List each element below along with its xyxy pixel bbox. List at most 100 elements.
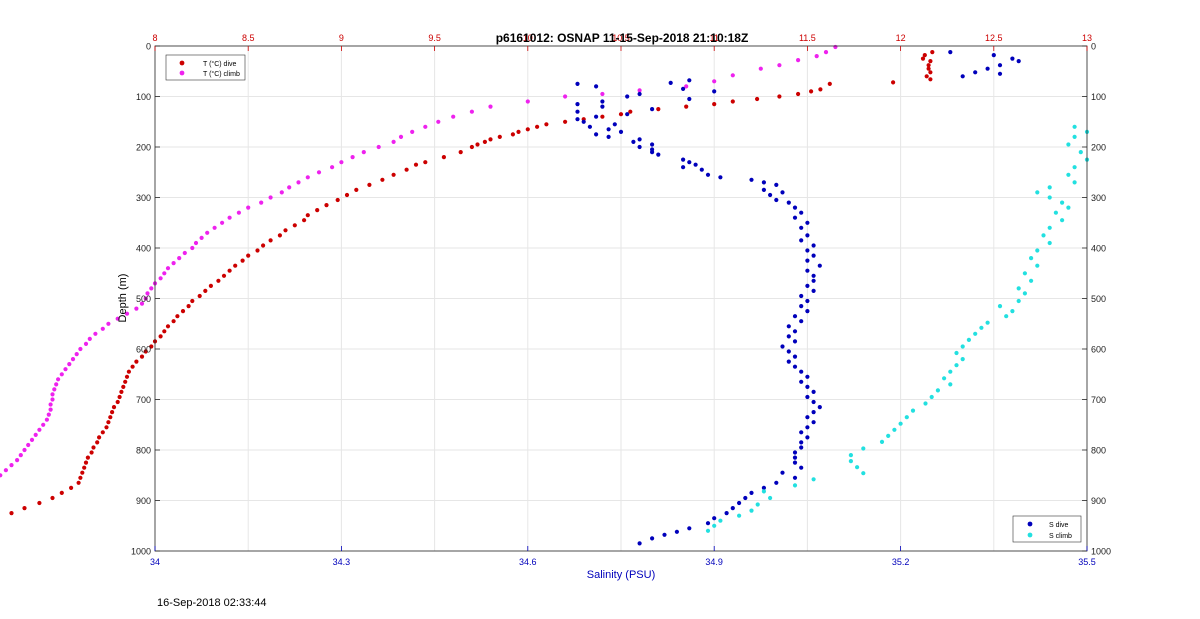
- y-tick-label-left-7: 700: [136, 395, 151, 405]
- point-0-70: [165, 324, 171, 329]
- point-2-88: [805, 374, 810, 379]
- point-0-0: [930, 50, 935, 55]
- point-0-21: [618, 112, 624, 117]
- series-t-c-climb: [0, 44, 838, 478]
- point-3-8: [1072, 180, 1077, 185]
- point-2-72: [799, 293, 804, 299]
- point-2-38: [650, 150, 655, 155]
- point-0-67: [180, 309, 186, 314]
- point-2-26: [581, 119, 586, 124]
- point-1-47: [158, 276, 163, 281]
- point-2-83: [786, 349, 791, 354]
- point-1-2: [814, 54, 819, 59]
- point-0-18: [684, 104, 689, 109]
- point-1-35: [227, 215, 232, 220]
- point-1-50: [145, 291, 150, 296]
- point-1-76: [41, 422, 46, 427]
- point-0-3: [928, 59, 933, 64]
- point-1-15: [451, 114, 456, 119]
- point-3-19: [1035, 248, 1040, 253]
- point-1-72: [48, 402, 53, 407]
- point-1-73: [48, 407, 53, 412]
- point-2-77: [799, 319, 804, 324]
- point-2-4: [997, 63, 1003, 68]
- point-3-58: [768, 495, 773, 501]
- point-2-68: [811, 273, 816, 278]
- point-1-43: [177, 256, 182, 261]
- point-3-60: [749, 508, 754, 513]
- point-2-93: [811, 399, 816, 405]
- point-2-61: [799, 238, 804, 243]
- point-1-75: [44, 417, 50, 422]
- point-0-62: [208, 283, 213, 288]
- point-0-74: [149, 344, 154, 349]
- point-3-28: [1010, 309, 1015, 314]
- point-2-12: [594, 84, 599, 89]
- point-0-1: [922, 53, 927, 58]
- point-1-11: [563, 94, 568, 99]
- point-0-99: [80, 470, 85, 475]
- point-0-72: [158, 334, 163, 339]
- point-1-28: [296, 180, 301, 185]
- point-2-29: [606, 127, 611, 132]
- point-0-93: [95, 440, 100, 445]
- footer-timestamp: 16-Sep-2018 02:33:44: [157, 597, 267, 609]
- legend-salinity-box: [1012, 515, 1082, 543]
- legend-t-climb-marker: [179, 70, 185, 76]
- grid-lines: [154, 45, 1088, 552]
- point-3-4: [1078, 150, 1083, 155]
- point-0-88: [108, 415, 113, 420]
- point-0-19: [656, 107, 661, 112]
- point-3-61: [737, 513, 742, 518]
- point-3-22: [1022, 271, 1027, 276]
- point-2-86: [792, 364, 798, 369]
- point-2-44: [699, 167, 704, 172]
- point-1-70: [50, 392, 55, 397]
- point-0-69: [171, 319, 176, 324]
- point-2-57: [792, 215, 798, 220]
- point-0-44: [344, 192, 350, 198]
- point-2-99: [799, 430, 804, 435]
- point-2-65: [805, 258, 810, 263]
- point-0-6: [928, 70, 933, 75]
- point-0-36: [441, 155, 446, 160]
- point-1-80: [26, 442, 31, 448]
- point-1-29: [287, 185, 292, 190]
- point-1-67: [56, 377, 61, 382]
- point-0-71: [162, 329, 167, 334]
- point-2-97: [811, 420, 816, 425]
- point-2-109: [774, 480, 779, 485]
- point-0-102: [69, 485, 74, 490]
- point-1-38: [205, 230, 210, 235]
- point-2-84: [792, 354, 798, 359]
- point-0-46: [324, 203, 329, 208]
- point-1-78: [33, 432, 38, 437]
- point-0-59: [227, 268, 232, 273]
- point-3-30: [985, 320, 990, 325]
- point-0-97: [83, 460, 89, 465]
- point-1-34: [236, 210, 241, 215]
- point-2-50: [761, 187, 767, 192]
- point-1-6: [730, 73, 735, 78]
- point-2-2: [1010, 56, 1015, 61]
- point-2-53: [774, 197, 779, 203]
- point-1-39: [199, 235, 204, 240]
- point-3-53: [855, 465, 860, 470]
- point-2-89: [799, 379, 804, 384]
- point-1-23: [350, 155, 355, 160]
- y-tick-label-right-5: 500: [1091, 294, 1106, 304]
- point-1-65: [63, 367, 68, 372]
- point-1-30: [279, 190, 284, 195]
- legend-s-climb-marker: [1027, 532, 1033, 538]
- point-2-7: [997, 71, 1003, 76]
- point-2-74: [799, 304, 804, 309]
- point-0-54: [261, 243, 266, 248]
- point-0-5: [926, 66, 931, 71]
- point-0-90: [104, 425, 109, 430]
- point-1-68: [54, 382, 59, 387]
- point-0-77: [134, 359, 139, 364]
- point-2-76: [792, 314, 798, 319]
- point-2-117: [705, 521, 711, 526]
- point-2-48: [761, 180, 767, 185]
- point-2-24: [594, 114, 599, 119]
